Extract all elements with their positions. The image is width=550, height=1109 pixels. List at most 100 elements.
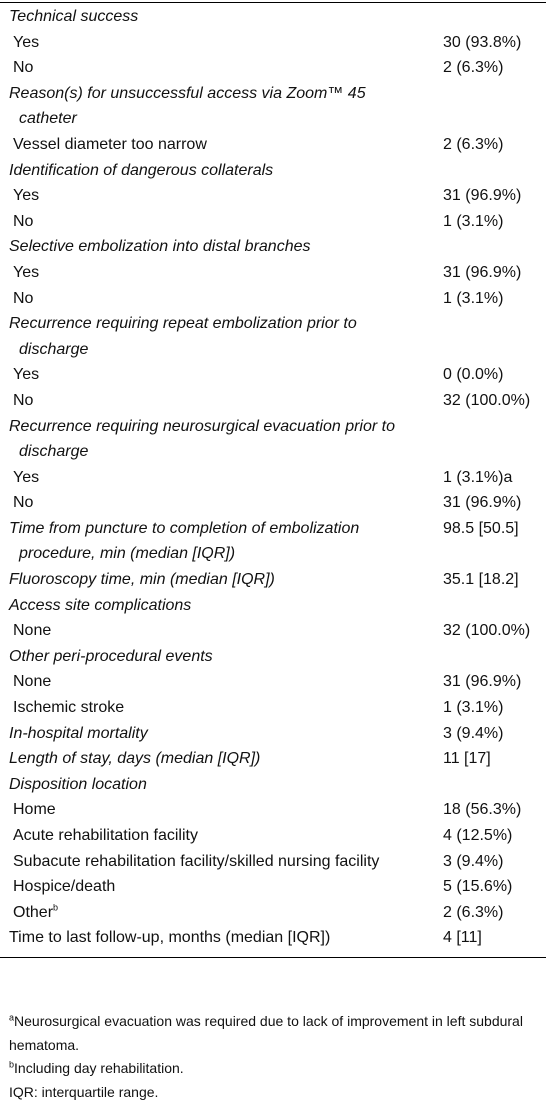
item-row: Yes 1 (3.1%)a [0, 465, 546, 491]
row-value: 31 (96.9%) [443, 673, 522, 691]
row-value [432, 644, 546, 670]
row-value: 1 (3.1%) [443, 699, 504, 717]
row-value: 2 (6.3%) [443, 135, 504, 153]
label-cell: No [0, 490, 432, 516]
row-value: 31 (96.9%) [443, 187, 522, 205]
label-cell: Disposition location [0, 772, 432, 798]
row-label: Hospice/death [13, 878, 116, 896]
row-value [432, 414, 546, 465]
label-cell: Yes [0, 183, 432, 209]
summary-row: Time to last follow-up, months (median [… [0, 925, 546, 957]
footnote-text: Including day rehabilitation. [14, 1060, 184, 1076]
note-mark: b [53, 902, 59, 913]
row-label: Yes [13, 263, 40, 281]
label-cell: Other peri-procedural events [0, 644, 432, 670]
section-row: Time from puncture to completion of embo… [0, 516, 546, 567]
label-cell: Ischemic stroke [0, 695, 432, 721]
row-label: Otherb [13, 902, 59, 921]
section-row: Fluoroscopy time, min (median [IQR]) 35.1… [0, 567, 546, 593]
section-row: Length of stay, days (median [IQR]) 11 [1… [0, 746, 546, 772]
item-row: Hospice/death 5 (15.6%) [0, 874, 546, 900]
label-cell: Home [0, 797, 432, 823]
row-value [432, 311, 546, 362]
section-row: Access site complications [0, 593, 546, 619]
label-cell: Vessel diameter too narrow [0, 132, 432, 158]
footnote: aNeurosurgical evacuation was required d… [9, 1010, 539, 1057]
section-row: Technical success [0, 3, 546, 30]
label-cell: In-hospital mortality [0, 721, 432, 747]
row-label: Yes [13, 366, 40, 384]
label-cell: Yes [0, 260, 432, 286]
row-value: 32 (100.0%) [443, 622, 531, 640]
label-cell: None [0, 618, 432, 644]
label-cell: Subacute rehabilitation facility/skilled… [0, 849, 432, 875]
row-value: 2 (6.3%) [443, 59, 504, 77]
row-label: Home [13, 801, 56, 819]
row-value [432, 3, 546, 30]
row-label: Time from puncture to completion of embo… [9, 519, 360, 563]
item-row: No 1 (3.1%) [0, 209, 546, 235]
row-value: 0 (0.0%) [443, 366, 504, 384]
row-value: 30 (93.8%) [443, 33, 522, 51]
row-value [432, 158, 546, 184]
row-label: Other peri-procedural events [9, 647, 213, 665]
row-label: No [13, 59, 34, 77]
item-row: No 32 (100.0%) [0, 388, 546, 414]
row-label: Vessel diameter too narrow [13, 135, 207, 153]
label-cell: Recurrence requiring neurosurgical evacu… [0, 414, 432, 465]
row-value: 31 (96.9%) [443, 263, 522, 281]
row-label: Length of stay, days (median [IQR]) [9, 750, 261, 768]
label-cell: Yes [0, 465, 432, 491]
row-value [432, 234, 546, 260]
footnote-text: IQR: interquartile range. [9, 1083, 159, 1100]
row-label: Recurrence requiring neurosurgical evacu… [9, 417, 395, 461]
label-cell: Otherb [0, 900, 432, 926]
item-row: Yes 0 (0.0%) [0, 362, 546, 388]
row-value: 98.5 [50.5] [443, 519, 519, 537]
results-table: Technical success Yes 30 (93.8%) No 2 (6.3%)… [0, 2, 546, 958]
item-row: Yes 30 (93.8%) [0, 30, 546, 56]
footnote-mark: a [9, 1012, 15, 1023]
row-value: 1 (3.1%)a [443, 468, 513, 486]
row-value: 4 [11] [443, 929, 482, 947]
section-row: Reason(s) for unsuccessful access via Zo… [0, 81, 546, 132]
item-row: Vessel diameter too narrow 2 (6.3%) [0, 132, 546, 158]
row-value [432, 593, 546, 619]
row-label: Access site complications [9, 596, 192, 614]
row-label: In-hospital mortality [9, 724, 148, 742]
item-row: Home 18 (56.3%) [0, 797, 546, 823]
footnotes: aNeurosurgical evacuation was required d… [9, 1010, 539, 1104]
row-label: No [13, 494, 34, 512]
item-row: No 31 (96.9%) [0, 490, 546, 516]
section-row: Identification of dangerous collaterals [0, 158, 546, 184]
item-row: Acute rehabilitation facility 4 (12.5%) [0, 823, 546, 849]
label-cell: No [0, 286, 432, 312]
row-label: Fluoroscopy time, min (median [IQR]) [9, 571, 275, 589]
label-cell: Technical success [0, 3, 432, 30]
label-cell: Yes [0, 362, 432, 388]
row-label: Reason(s) for unsuccessful access via Zo… [9, 84, 366, 128]
section-row: Selective embolization into distal branc… [0, 234, 546, 260]
row-label: Recurrence requiring repeat embolization… [9, 315, 357, 358]
label-cell: Length of stay, days (median [IQR]) [0, 746, 432, 772]
section-row: In-hospital mortality 3 (9.4%) [0, 721, 546, 747]
row-label: Yes [13, 187, 40, 205]
row-value: 3 (9.4%) [443, 852, 504, 870]
row-value: 18 (56.3%) [443, 801, 522, 819]
row-value: 2 (6.3%) [443, 903, 504, 921]
footnote: IQR: interquartile range. [9, 1081, 539, 1105]
row-value: 1 (3.1%) [443, 212, 504, 230]
label-cell: No [0, 55, 432, 81]
section-row: Recurrence requiring repeat embolization… [0, 311, 546, 362]
row-label: Disposition location [9, 775, 147, 793]
label-cell: No [0, 388, 432, 414]
row-label: Yes [13, 33, 40, 51]
footnote-text: Neurosurgical evacuation was required du… [9, 1013, 523, 1053]
section-row: Recurrence requiring neurosurgical evacu… [0, 414, 546, 465]
row-label: Yes [13, 468, 40, 486]
row-value: 4 (12.5%) [443, 827, 513, 844]
row-label: Technical success [9, 8, 139, 25]
row-label: Subacute rehabilitation facility/skilled… [13, 852, 380, 870]
label-cell: None [0, 669, 432, 695]
